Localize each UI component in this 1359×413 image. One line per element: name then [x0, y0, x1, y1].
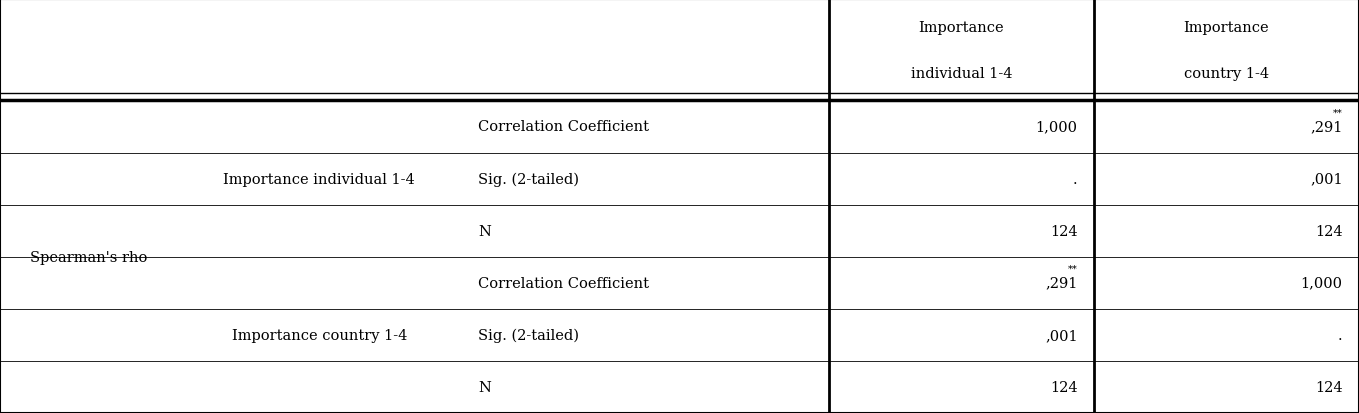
- Text: Spearman's rho: Spearman's rho: [30, 250, 147, 264]
- Text: Importance

individual 1-4: Importance individual 1-4: [911, 21, 1012, 80]
- Text: Importance country 1-4: Importance country 1-4: [231, 328, 408, 342]
- Text: 124: 124: [1051, 380, 1078, 394]
- Text: .: .: [1339, 328, 1343, 342]
- Text: N: N: [478, 224, 491, 238]
- Text: N: N: [478, 380, 491, 394]
- Text: Sig. (2-tailed): Sig. (2-tailed): [478, 328, 579, 342]
- Text: .: .: [1074, 172, 1078, 186]
- Text: Correlation Coefficient: Correlation Coefficient: [478, 120, 650, 134]
- Text: Sig. (2-tailed): Sig. (2-tailed): [478, 172, 579, 186]
- Text: 124: 124: [1316, 224, 1343, 238]
- Text: Importance individual 1-4: Importance individual 1-4: [223, 172, 416, 186]
- Text: Correlation Coefficient: Correlation Coefficient: [478, 276, 650, 290]
- Text: ,001: ,001: [1310, 172, 1343, 186]
- Text: 1,000: 1,000: [1301, 276, 1343, 290]
- Text: ,291: ,291: [1310, 120, 1343, 134]
- Text: 124: 124: [1316, 380, 1343, 394]
- Text: **: **: [1068, 264, 1078, 273]
- Text: **: **: [1333, 108, 1343, 117]
- Text: 124: 124: [1051, 224, 1078, 238]
- Text: ,001: ,001: [1045, 328, 1078, 342]
- Text: Importance

country 1-4: Importance country 1-4: [1184, 21, 1269, 80]
- Text: 1,000: 1,000: [1036, 120, 1078, 134]
- Text: ,291: ,291: [1045, 276, 1078, 290]
